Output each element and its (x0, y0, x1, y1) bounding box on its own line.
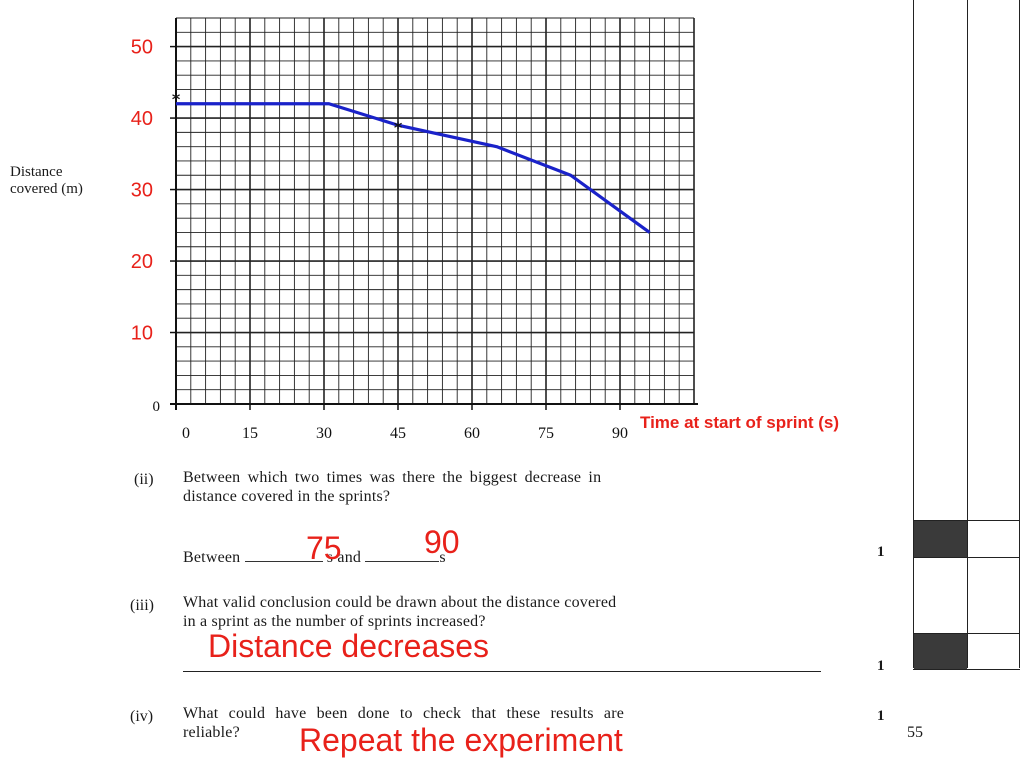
answer-line-iii[interactable] (183, 671, 821, 672)
mark-box-iii-top (913, 633, 1020, 634)
x-tick-label: 75 (538, 425, 554, 442)
margin-line-1 (913, 0, 914, 668)
answer-suffix: s (439, 549, 446, 566)
question-ii-text: Between which two times was there the bi… (183, 468, 823, 506)
answer-time-b: 90 (424, 524, 460, 560)
question-iv-number: (iv) (130, 708, 154, 725)
answer-blank-2[interactable] (365, 546, 440, 562)
page-number: 55 (907, 724, 923, 741)
answer-conclusion: Distance decreases (208, 628, 490, 664)
x-tick-label: 30 (316, 425, 332, 442)
y-tick-label: 10 (131, 323, 153, 345)
answer-reliability: Repeat the experiment (299, 722, 623, 758)
y-axis-title-line-1: Distance (10, 164, 63, 180)
question-ii-line-1: Between which two times was there the bi… (183, 469, 602, 486)
y-tick-label: 50 (131, 37, 153, 59)
x-tick-label: 15 (242, 425, 258, 442)
chart-axes (170, 18, 698, 410)
y-axis-title: Distance covered (m) (10, 164, 83, 198)
question-ii-answer-row: Between s and s (183, 546, 446, 567)
answer-blank-1[interactable] (244, 546, 323, 562)
x-axis-title: Time at start of sprint (s) (640, 413, 839, 432)
mark-iii: 1 (877, 658, 885, 674)
question-iv-text: What could have been done to check that … (183, 704, 823, 742)
answer-mid: s and (326, 549, 362, 566)
mark-box-ii-top (913, 520, 1020, 521)
mark-iv: 1 (877, 708, 885, 724)
question-ii-line-2: distance covered in the sprints? (183, 488, 391, 505)
answer-time-a: 75 (306, 530, 342, 566)
mark-box-ii-shaded (914, 520, 967, 557)
data-marker: * (394, 118, 403, 137)
question-iii-line-1: What valid conclusion could be drawn abo… (183, 594, 617, 611)
y-tick-label: 0 (153, 399, 161, 415)
series-line (176, 102, 651, 234)
mark-box-iii-shaded (914, 633, 967, 669)
marker-group: ** (172, 90, 403, 138)
x-tick-label: 45 (390, 425, 406, 442)
question-iii-text: What valid conclusion could be drawn abo… (183, 593, 843, 631)
question-ii-number: (ii) (134, 471, 154, 488)
y-tick-labels: 0 10 20 30 40 50 (131, 37, 176, 415)
mark-ii: 1 (877, 544, 885, 560)
x-tick-label: 0 (182, 425, 190, 442)
question-iv-line-2: reliable? (183, 724, 240, 741)
question-iii-line-2: in a sprint as the number of sprints inc… (183, 613, 486, 630)
mark-box-iii-bottom (913, 669, 1020, 670)
y-tick-label: 40 (131, 108, 153, 130)
series-group (176, 102, 651, 234)
x-tick-label: 90 (612, 425, 628, 442)
y-tick-label: 30 (131, 180, 153, 202)
margin-line-3 (1019, 0, 1020, 668)
margin-line-2 (967, 0, 968, 668)
x-tick-label: 60 (464, 425, 480, 442)
y-tick-label: 20 (131, 251, 153, 273)
grid-minor-lines (176, 17, 694, 404)
grid-major-lines (175, 18, 695, 405)
x-tick-labels: 0 15 30 45 60 75 90 (175, 404, 628, 442)
question-iv-line-1: What could have been done to check that … (183, 705, 625, 722)
y-axis-title-line-2: covered (m) (10, 181, 83, 197)
answer-prefix: Between (183, 549, 241, 566)
mark-box-ii-bottom (913, 557, 1020, 558)
question-iii-number: (iii) (130, 597, 154, 614)
data-marker: * (172, 90, 181, 109)
